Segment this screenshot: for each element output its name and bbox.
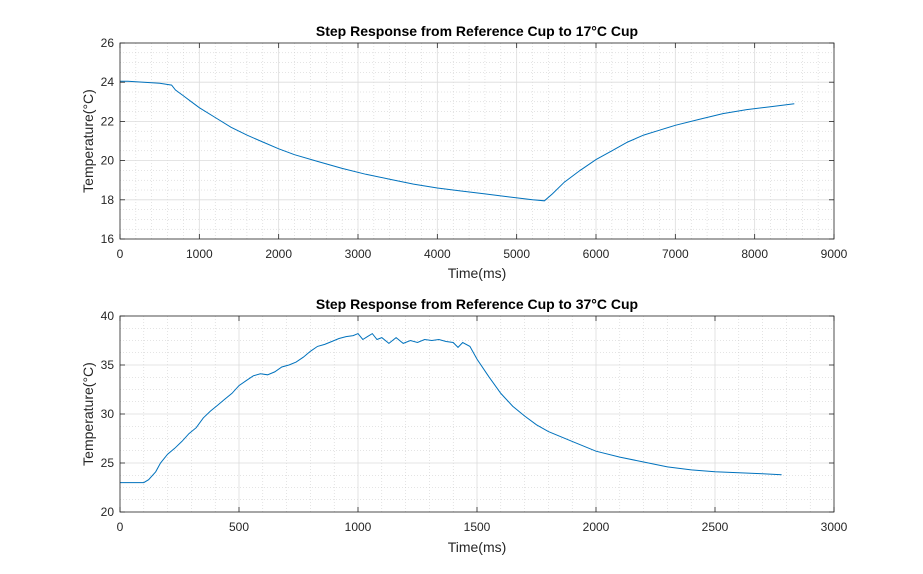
y-axis-label-top: Temperature(°C)	[80, 89, 96, 193]
x-tick-label: 5000	[503, 247, 530, 261]
y-tick-label: 24	[101, 75, 115, 89]
series-line-bottom	[120, 332, 782, 484]
subplot-top: 0 1000 2000 3000 4000 5000 6000 7000 8000 9000 16…	[80, 23, 848, 281]
chart-title-bottom: Step Response from Reference Cup to 37°C…	[316, 296, 638, 312]
series-line-top	[120, 80, 795, 202]
x-tick-label: 4000	[424, 247, 451, 261]
xtick-labels-top: 0 1000 2000 3000 4000 5000 6000 7000 8000 9000	[117, 247, 848, 261]
ytick-labels-bottom: 20 25 30 35 40	[101, 309, 115, 519]
axes-box-top	[119, 42, 835, 240]
ytick-labels-top: 16 18 20 22 24 26	[101, 36, 115, 246]
chart-title-top: Step Response from Reference Cup to 17°C…	[316, 23, 638, 39]
x-tick-label: 1000	[345, 520, 372, 534]
y-tick-label: 25	[101, 456, 115, 470]
x-tick-label: 0	[117, 520, 124, 534]
y-tick-label: 35	[101, 358, 115, 372]
ticks-bottom	[119, 315, 835, 513]
y-tick-label: 20	[101, 154, 115, 168]
x-tick-label: 8000	[741, 247, 768, 261]
x-tick-label: 9000	[821, 247, 848, 261]
x-tick-label: 1500	[464, 520, 491, 534]
x-tick-label: 2500	[702, 520, 729, 534]
y-axis-label-bottom: Temperature(°C)	[80, 362, 96, 466]
subplot-bottom: 0 500 1000 1500 2000 2500 3000 20 25 30 35 40 Step…	[80, 296, 848, 555]
y-tick-label: 16	[101, 232, 115, 246]
y-tick-label: 20	[101, 505, 115, 519]
x-tick-label: 1000	[186, 247, 213, 261]
x-axis-label-top: Time(ms)	[448, 265, 507, 281]
x-axis-label-bottom: Time(ms)	[448, 539, 507, 555]
x-tick-label: 0	[117, 247, 124, 261]
x-tick-label: 6000	[583, 247, 610, 261]
xtick-labels-bottom: 0 500 1000 1500 2000 2500 3000	[117, 520, 848, 534]
x-tick-label: 3000	[821, 520, 848, 534]
x-tick-label: 7000	[662, 247, 689, 261]
x-tick-label: 2000	[583, 520, 610, 534]
y-tick-label: 26	[101, 36, 115, 50]
x-tick-label: 500	[229, 520, 249, 534]
y-tick-label: 40	[101, 309, 115, 323]
ticks-top	[119, 42, 835, 240]
y-tick-label: 22	[101, 114, 115, 128]
y-tick-label: 18	[101, 193, 115, 207]
minor-grid-top	[120, 43, 834, 239]
x-tick-label: 2000	[265, 247, 292, 261]
x-tick-label: 3000	[345, 247, 372, 261]
y-tick-label: 30	[101, 407, 115, 421]
